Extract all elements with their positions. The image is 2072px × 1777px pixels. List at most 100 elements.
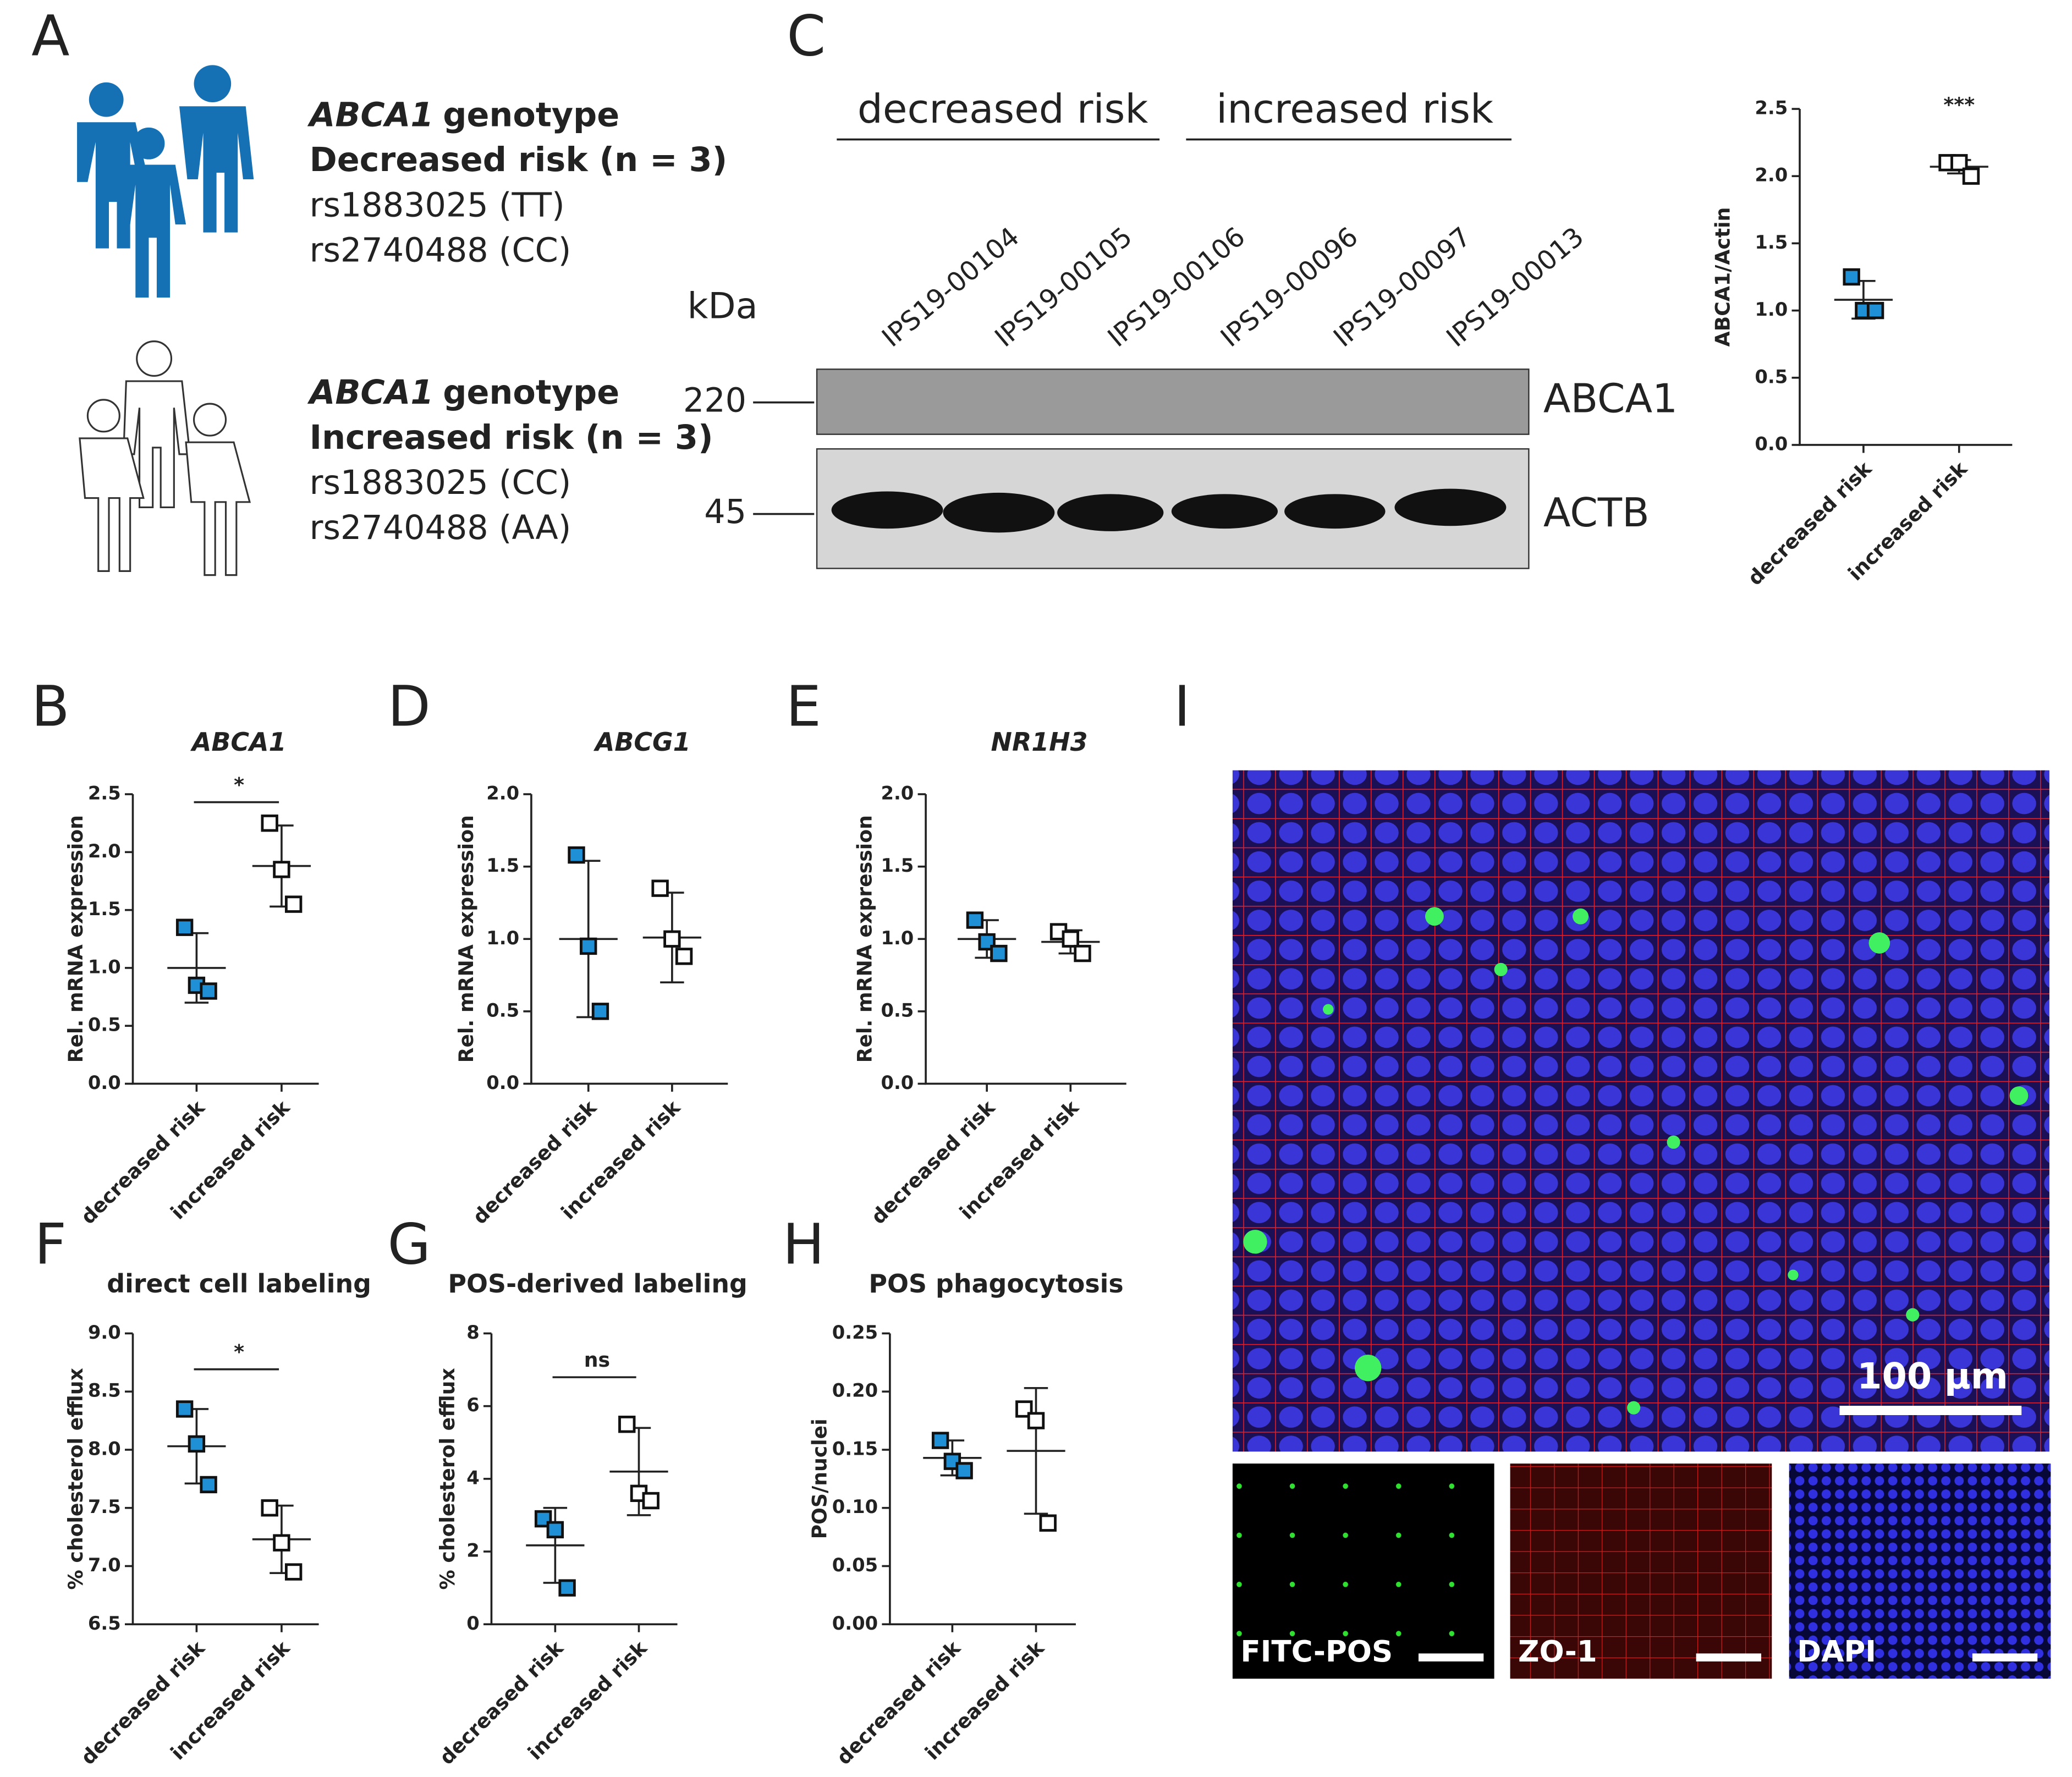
data-point [261, 814, 278, 832]
y-tick-label: 2.0 [881, 783, 914, 804]
data-point [663, 930, 681, 948]
y-tick-label: 8.0 [88, 1438, 121, 1459]
data-point [546, 1521, 564, 1539]
panel-label: D [388, 674, 431, 739]
y-tick-label: 2.0 [1755, 164, 1788, 186]
genotype-heading: ABCA1 genotype [307, 373, 620, 412]
y-axis-label: % cholesterol efflux [64, 1368, 87, 1589]
y-tick-label: 7.0 [88, 1554, 121, 1576]
micrographs [1232, 770, 2051, 1679]
genotype-line: rs1883025 (TT) [310, 186, 565, 224]
y-axis-label: ABCA1/Actin [1711, 207, 1734, 347]
genotype-word: genotype [443, 373, 619, 412]
y-tick-label: 0.0 [88, 1072, 121, 1093]
axis-line [925, 794, 1126, 1085]
data-point [558, 1579, 576, 1597]
chart-title: ABCG1 [593, 727, 691, 757]
y-tick-label: 1.0 [881, 927, 914, 949]
channel-label: ZO-1 [1518, 1635, 1597, 1669]
group-header: increased risk [1216, 86, 1493, 133]
data-point [931, 1432, 949, 1449]
dot-plot: 0.0 0.5 1.0 1.5 2.0 Rel. mRNA expression ABCG1… [454, 727, 728, 1229]
axis-line [131, 794, 319, 1085]
data-point [990, 944, 1008, 962]
panel-i-text: 100 µm FITC-POS ZO-1 DAPI [1240, 1356, 2008, 1669]
data-point [1062, 930, 1079, 948]
data-point [284, 895, 303, 913]
y-tick-label: 2.5 [88, 783, 121, 804]
y-tick-label: 0.0 [881, 1072, 914, 1093]
data-point [642, 1492, 659, 1510]
y-axis-label: Rel. mRNA expression [853, 815, 876, 1063]
data-point [651, 879, 669, 897]
axis-line [131, 1333, 319, 1626]
y-tick-label: 6 [466, 1394, 480, 1416]
data-point [1074, 944, 1091, 962]
data-point [591, 1003, 609, 1020]
y-axis-label: Rel. mRNA expression [64, 815, 87, 1063]
people-icon-increased [79, 340, 251, 576]
panel-label: E [786, 674, 821, 739]
chart-title: POS-derived labeling [448, 1269, 747, 1299]
genotype-heading: ABCA1 genotype [307, 96, 620, 134]
genotype-line: rs1883025 (CC) [310, 464, 571, 502]
genotype-word: genotype [443, 96, 619, 134]
significance-label: *** [1943, 93, 1975, 117]
y-tick-label: 0.05 [832, 1554, 878, 1576]
data-point [273, 861, 290, 878]
data-point [175, 918, 194, 936]
data-point [966, 911, 984, 929]
y-tick-label: 1.0 [486, 927, 519, 949]
chart-title: direct cell labeling [107, 1269, 371, 1299]
panel-label: G [387, 1212, 431, 1277]
y-tick-label: 0.15 [832, 1438, 878, 1459]
chart-title: NR1H3 [991, 727, 1088, 757]
significance-label: * [234, 773, 244, 797]
data-point [175, 1400, 194, 1418]
data-point [580, 937, 597, 955]
dot-plot: 0 2 4 6 8 % cholesterol efflux POS-derived lab… [435, 1269, 748, 1769]
band-label: ACTB [1543, 490, 1650, 536]
dot-plot: 0.00 0.05 0.10 0.15 0.20 0.25 POS/nuclei POS ph… [807, 1269, 1123, 1769]
y-tick-label: 4 [466, 1467, 480, 1488]
y-tick-label: 0.25 [832, 1322, 878, 1343]
y-tick-label: 1.5 [1755, 232, 1788, 253]
data-point [1950, 154, 1968, 172]
data-point [1866, 301, 1884, 320]
y-tick-label: 9.0 [88, 1322, 121, 1343]
y-tick-label: 6.5 [88, 1613, 121, 1634]
channel-label: FITC-POS [1240, 1635, 1393, 1669]
panel-labels: A C B D E I F G H [31, 3, 1190, 1277]
y-tick-label: 0.0 [486, 1072, 519, 1093]
chart-title: ABCA1 [190, 727, 287, 757]
group-header: decreased risk [858, 86, 1148, 133]
y-tick-label: 0.00 [832, 1613, 878, 1634]
y-tick-label: 0.5 [486, 999, 519, 1021]
y-tick-label: 0.20 [832, 1380, 878, 1401]
error-bar [1024, 1387, 1048, 1515]
y-tick-label: 0.0 [1755, 433, 1788, 454]
y-tick-label: 0.5 [881, 999, 914, 1021]
panel-label: I [1174, 674, 1190, 739]
y-tick-label: 1.5 [486, 855, 519, 876]
y-tick-label: 0.10 [832, 1496, 878, 1517]
data-point [675, 948, 693, 965]
y-tick-label: 0.5 [1755, 366, 1788, 387]
y-axis-label: Rel. mRNA expression [454, 815, 478, 1063]
y-tick-label: 2.0 [486, 783, 519, 804]
scale-label: 100 µm [1857, 1356, 2008, 1398]
data-point [200, 982, 217, 1000]
axis-line [1799, 109, 2013, 446]
y-tick-label: 0 [466, 1613, 480, 1634]
data-point [261, 1499, 278, 1517]
data-point [1843, 268, 1860, 286]
genotype-line: Decreased risk (n = 3) [310, 141, 728, 179]
significance-label: * [234, 1340, 244, 1364]
data-point [1027, 1412, 1045, 1429]
panel-label: F [35, 1212, 67, 1277]
panel-label: B [31, 674, 70, 739]
y-axis-label: % cholesterol efflux [436, 1368, 459, 1589]
